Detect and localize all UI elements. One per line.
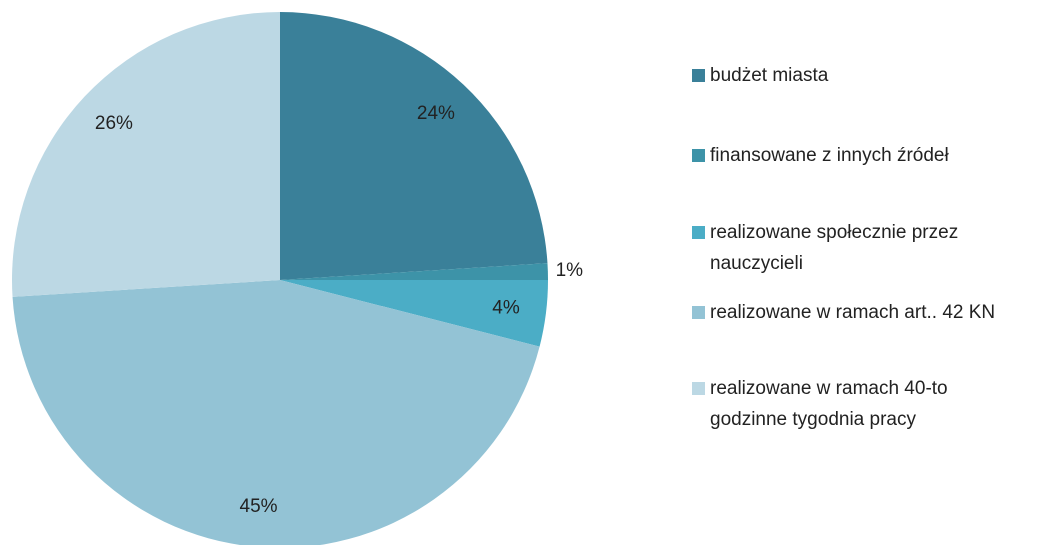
data-label: 1% xyxy=(556,260,584,281)
legend-item: realizowane w ramach art.. 42 KN xyxy=(692,297,1022,328)
legend-item: realizowane społecznie przez nauczycieli xyxy=(692,217,1022,279)
legend-label: realizowane społecznie przez nauczycieli xyxy=(710,222,959,274)
pie-slice xyxy=(12,280,540,545)
legend-item: budżet miasta xyxy=(692,60,1022,91)
data-label: 26% xyxy=(95,113,133,134)
data-label: 4% xyxy=(492,298,520,319)
legend-swatch xyxy=(692,306,705,319)
legend-label: finansowane z innych źródeł xyxy=(710,145,949,166)
data-label: 24% xyxy=(417,103,455,124)
legend-swatch xyxy=(692,226,705,239)
pie-slice xyxy=(11,12,280,297)
legend-label: realizowane w ramach art.. 42 KN xyxy=(710,302,996,323)
pie-slice xyxy=(280,12,548,280)
legend-swatch xyxy=(692,149,705,162)
legend-item: finansowane z innych źródeł xyxy=(692,140,1022,171)
pie-slice xyxy=(280,263,548,280)
legend-swatch xyxy=(692,382,705,395)
legend-label: realizowane w ramach 40-to godzinne tygo… xyxy=(710,378,948,430)
legend-label: budżet miasta xyxy=(710,65,829,86)
pie-slice xyxy=(280,280,548,347)
data-label: 45% xyxy=(240,496,278,517)
legend-item: realizowane w ramach 40-to godzinne tygo… xyxy=(692,373,1022,435)
legend-swatch xyxy=(692,69,705,82)
